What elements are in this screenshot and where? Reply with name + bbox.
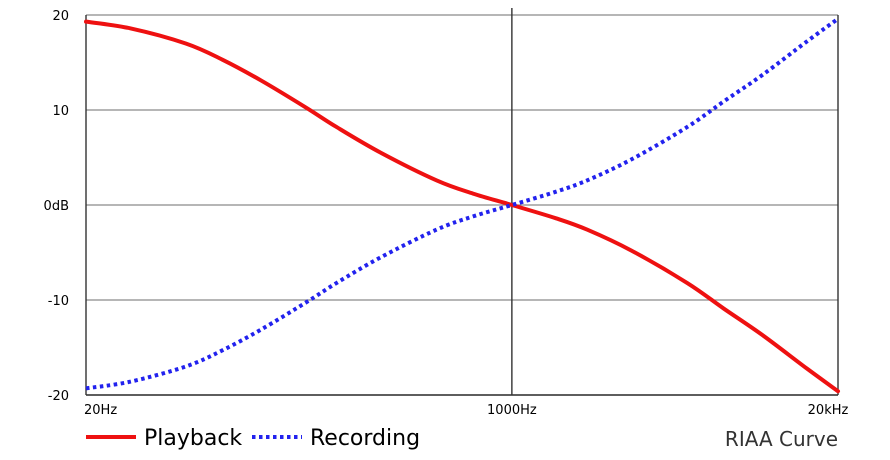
x-tick-label: 1000Hz — [487, 403, 537, 418]
x-tick-label: 20kHz — [808, 403, 849, 418]
y-tick-label: -10 — [48, 294, 69, 309]
x-tick-label: 20Hz — [84, 403, 117, 418]
tick-labels: 20 10 0dB -10 -20 20Hz 1000Hz 20kHz — [44, 9, 849, 418]
legend: Playback Recording — [86, 426, 420, 451]
plot-frame — [85, 15, 839, 396]
chart-title: RIAA Curve — [725, 427, 838, 451]
y-tick-label: -20 — [48, 389, 69, 404]
series-line-recording — [85, 17, 840, 391]
legend-label-recording: Recording — [310, 426, 420, 451]
y-tick-label: 10 — [52, 104, 69, 119]
y-tick-label: 20 — [52, 9, 69, 24]
legend-label-playback: Playback — [144, 426, 242, 451]
series-line-playback — [84, 19, 840, 394]
series-lines — [84, 17, 840, 394]
y-tick-label: 0dB — [44, 199, 69, 214]
